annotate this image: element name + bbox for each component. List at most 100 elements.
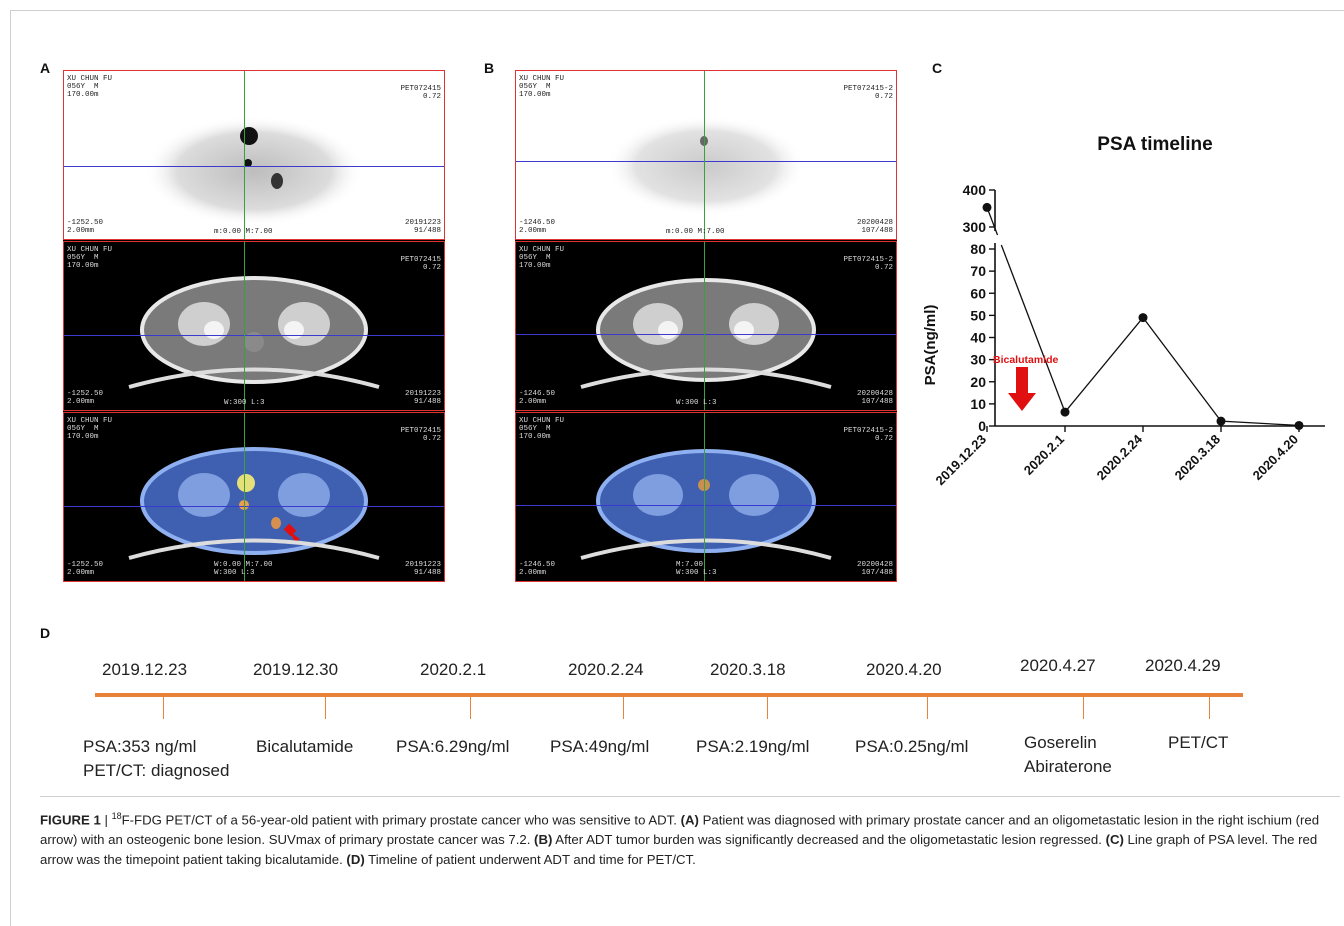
scan-a-fused-height: 170.00m [67,433,99,441]
figure-caption: FIGURE 1 | 18F-FDG PET/CT of a 56-year-o… [40,806,1320,870]
panel-label-b: B [484,60,495,76]
scan-a-pet-window: m:0.00 M:7.00 [214,228,273,236]
scan-a-ct-index: 91/488 [413,398,441,406]
timeline-date-8: 2020.4.29 [1145,656,1221,675]
series-line-segment [1000,244,1066,413]
scan-b-ct-name: XU CHUN FU [519,246,565,254]
y-tick-label: 20 [970,374,986,390]
y-tick-label: 50 [970,307,986,323]
timeline-tick-5 [767,697,768,719]
series-line-segment [986,207,999,236]
y-tick-label: 0 [978,418,986,434]
x-tick-label: 2019.12.23 [932,432,989,489]
pet-image-b: XU CHUN FU 056Y M 170.00m PET072415-2 0.… [515,70,897,240]
caption-sep: | [100,812,112,828]
panel-label-d: D [40,625,51,641]
scan-b-fused-slice: 2.00mm [519,569,547,577]
scan-b-pet-age: 056Y M [519,83,551,91]
event-4-line-1: PSA:49ng/ml [550,737,650,756]
caption-d-text: Timeline of patient underwent ADT and ti… [368,852,696,868]
caption-d-label: (D) [346,852,365,868]
scan-a-pet-height: 170.00m [67,91,99,99]
chart-ylabel: PSA(ng/ml) [922,305,939,386]
scan-a-ct-id: PET072415 [400,256,441,264]
caption-b-label: (B) [534,832,553,848]
scan-a-fused-id: PET072415 [400,427,441,435]
timeline-event-3: PSA:6.29ng/ml [396,735,509,759]
series-line [1064,316,1300,427]
timeline-event-8: PET/CT [1168,731,1228,755]
timeline-event-6: PSA:0.25ng/ml [855,735,968,759]
ct-image-b: XU CHUN FU 056Y M 170.00m PET072415-2 0.… [515,241,897,411]
scan-a-fused-window-top: W:0.00 M:7.00 [214,561,273,569]
y-tick-label: 70 [970,263,986,279]
panel-label-c: C [932,60,943,76]
y-tick-label: 300 [963,219,987,235]
timeline-tick-2 [325,697,326,719]
data-point-4 [1216,416,1226,426]
scan-a-pet-value: 0.72 [422,93,441,101]
scan-b-ct-id: PET072415-2 [843,256,893,264]
scan-b-pet-date: 20200428 [856,219,893,227]
scan-b-ct-age: 056Y M [519,254,551,262]
scan-b-pet-height: 170.00m [519,91,551,99]
scan-a-fused-value: 0.72 [422,435,441,443]
scan-b-pet-pos: -1246.50 [519,219,556,227]
scan-a-pet-pos: -1252.50 [67,219,104,227]
scan-b-fused-date: 20200428 [856,561,893,569]
scan-a-fused-window-bottom: W:300 L:3 [214,569,255,577]
scan-b-fused-pos: -1246.50 [519,561,556,569]
fused-image-a: XU CHUN FU 056Y M 170.00m PET072415 0.72… [63,412,445,582]
scan-a-fused-date: 20191223 [404,561,441,569]
scan-a-ct-name: XU CHUN FU [67,246,113,254]
timeline-date-1: 2019.12.23 [102,660,188,679]
x-tick-label: 2020.4.20 [1250,432,1302,484]
scan-a-fused-slice: 2.00mm [67,569,95,577]
y-tick-label: 30 [970,352,986,368]
event-1-line-2: PET/CT: diagnosed [83,761,230,780]
scan-a-pet-age: 056Y M [67,83,99,91]
timeline-tick-3 [470,697,471,719]
figure-frame [10,10,1344,926]
timeline-date-4: 2020.2.24 [568,660,644,679]
caption-sup: 18 [111,811,122,821]
timeline-date-2: 2019.12.30 [253,660,339,679]
scan-b-pet-value: 0.72 [874,93,893,101]
scan-a-fused-pos: -1252.50 [67,561,104,569]
event-6-line-1: PSA:0.25ng/ml [855,737,969,756]
panel-label-a: A [40,60,51,76]
scan-b-fused-window-bottom: W:300 L:3 [676,569,717,577]
event-2-line-1: Bicalutamide [256,737,354,756]
scan-b-ct-window: W:300 L:3 [676,399,717,407]
scan-a-pet-date: 20191223 [404,219,441,227]
timeline-event-2: Bicalutamide [256,735,353,759]
timeline-date-7: 2020.4.27 [1020,656,1096,675]
scan-a-ct-age: 056Y M [67,254,99,262]
scan-a-pet-id: PET072415 [400,85,441,93]
scan-a-ct-slice: 2.00mm [67,398,95,406]
event-8-line-1: PET/CT [1168,733,1229,752]
red-arrow-icon [1008,367,1036,411]
scan-column-b: XU CHUN FU 056Y M 170.00m PET072415-2 0.… [515,70,897,582]
chart-title: PSA timeline [1097,134,1212,155]
scan-b-ct-index: 107/488 [861,398,893,406]
scan-b-ct-slice: 2.00mm [519,398,547,406]
scan-a-fused-index: 91/488 [413,569,441,577]
timeline-event-5: PSA:2.19ng/ml [696,735,809,759]
scan-b-ct-date: 20200428 [856,390,893,398]
x-tick-label: 2020.2.24 [1094,431,1146,483]
scan-b-fused-id: PET072415-2 [843,427,893,435]
scan-a-ct-date: 20191223 [404,390,441,398]
scan-b-ct-value: 0.72 [874,264,893,272]
data-point-3 [1138,313,1148,323]
scan-b-fused-name: XU CHUN FU [519,417,565,425]
scan-column-a: XU CHUN FU 056Y M 170.00m PET072415 0.72… [63,70,445,582]
scan-a-ct-height: 170.00m [67,262,99,270]
timeline-axis [95,693,1243,697]
pet-image-a: XU CHUN FU 056Y M 170.00m PET072415 0.72… [63,70,445,240]
timeline-tick-6 [927,697,928,719]
data-point-5 [1294,420,1304,430]
scan-a-pet-slice: 2.00mm [67,227,95,235]
timeline-date-6: 2020.4.20 [866,660,942,679]
scan-b-fused-age: 056Y M [519,425,551,433]
